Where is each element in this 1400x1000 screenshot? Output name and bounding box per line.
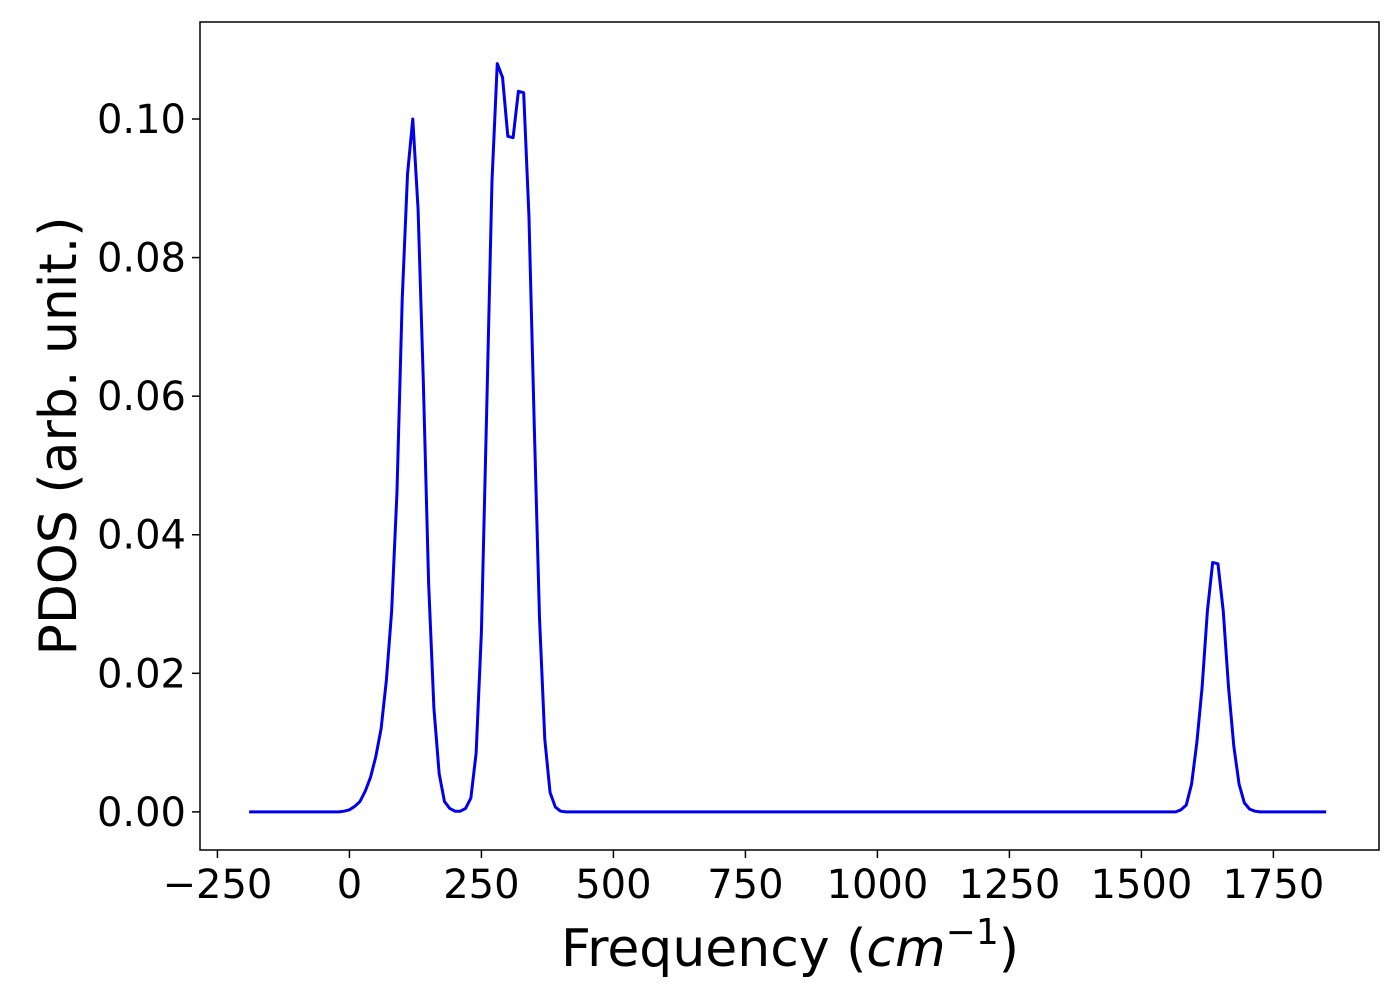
x-tick-label: 1250 — [959, 862, 1061, 908]
x-tick-label: 1750 — [1223, 862, 1325, 908]
x-tick-label: 750 — [707, 862, 783, 908]
y-tick-label: 0.04 — [97, 513, 186, 559]
x-label-text: ) — [999, 919, 1019, 979]
x-axis-label: Frequency (cm−1) — [561, 912, 1019, 979]
x-tick-label: 0 — [337, 862, 362, 908]
x-tick-label: 1000 — [827, 862, 929, 908]
y-tick-label: 0.06 — [97, 374, 186, 420]
x-tick-label: 1500 — [1091, 862, 1193, 908]
y-tick-label: 0.08 — [97, 236, 186, 282]
y-tick-label: 0.00 — [97, 790, 186, 836]
y-tick-label: 0.02 — [97, 651, 186, 697]
y-axis-label: PDOS (arb. unit.) — [29, 216, 89, 655]
x-label-math: cm — [866, 919, 945, 979]
x-tick-label: 500 — [575, 862, 651, 908]
x-tick-label: 250 — [443, 862, 519, 908]
x-label-text: Frequency ( — [561, 919, 866, 979]
x-tick-label: −250 — [162, 862, 272, 908]
plot-frame — [199, 21, 1380, 851]
line-series — [249, 62, 1327, 814]
x-label-sup: −1 — [946, 912, 999, 953]
y-tick-label: 0.10 — [97, 97, 186, 143]
